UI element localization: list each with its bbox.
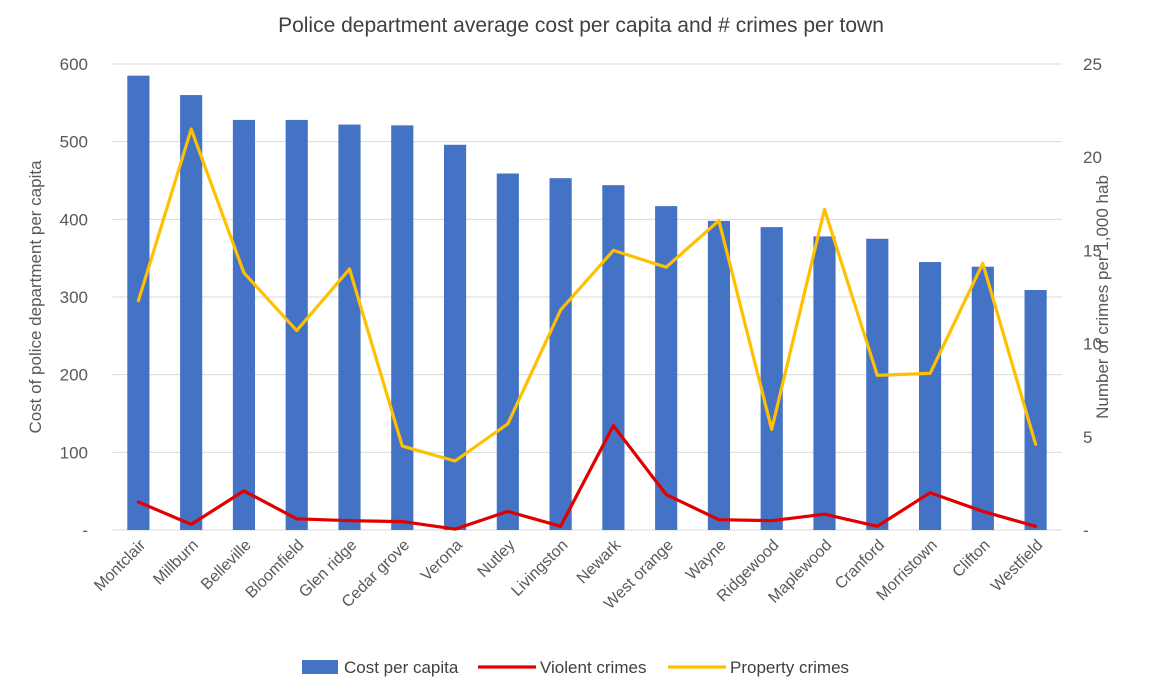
bar xyxy=(1024,290,1047,530)
category-label: Verona xyxy=(418,537,466,585)
category-label: Clifton xyxy=(950,537,994,581)
y2-axis-label: Number of crimes per 1,000 hab xyxy=(1093,175,1112,419)
bar xyxy=(549,178,572,531)
bar xyxy=(285,119,308,531)
legend-swatch-bar xyxy=(302,660,338,674)
legend-label: Violent crimes xyxy=(540,658,646,677)
bar xyxy=(391,125,414,531)
category-label: Westfield xyxy=(988,537,1046,595)
category-label: Wayne xyxy=(683,537,730,584)
y2-tick-label: 20 xyxy=(1083,148,1102,167)
legend: Cost per capita Violent crimes Property cr… xyxy=(302,658,849,677)
chart-title: Police department average cost per capit… xyxy=(278,14,884,37)
y-tick-label: 400 xyxy=(60,210,88,229)
bar-series xyxy=(127,75,1047,531)
gridlines xyxy=(112,63,1062,531)
left-axis-ticks: - 100 200 300 400 500 600 xyxy=(60,55,88,540)
legend-label: Property crimes xyxy=(730,658,849,677)
y2-tick-label: 25 xyxy=(1083,55,1102,74)
line-series xyxy=(136,127,1038,531)
category-label: Livingston xyxy=(508,537,571,600)
category-label: Millburn xyxy=(150,537,202,589)
category-label: Cranford xyxy=(832,537,888,593)
bar xyxy=(232,119,256,531)
y-tick-label: - xyxy=(82,521,88,540)
bar xyxy=(760,227,783,530)
y2-tick-label: 10 xyxy=(1083,335,1102,354)
bar xyxy=(180,95,203,531)
bar xyxy=(443,144,467,531)
bar xyxy=(707,220,731,531)
bar xyxy=(338,124,361,530)
right-axis-ticks: - 5 10 15 20 25 xyxy=(1083,55,1102,540)
bar xyxy=(813,236,836,531)
y-tick-label: 300 xyxy=(60,288,88,307)
bar xyxy=(866,238,889,530)
y-tick-label: 100 xyxy=(60,443,88,462)
y2-tick-label: 15 xyxy=(1083,241,1102,260)
y2-tick-label: 5 xyxy=(1083,428,1092,447)
y-axis-label: Cost of police department per capita xyxy=(26,160,45,434)
category-label: Newark xyxy=(574,536,625,587)
category-labels: Montclair MillburnBellevilleBloomfieldGle… xyxy=(91,536,1046,613)
bar xyxy=(602,185,625,530)
category-label: Montclair xyxy=(91,536,149,594)
y-tick-label: 500 xyxy=(60,133,88,152)
line-property-crimes xyxy=(136,127,1038,463)
bar xyxy=(127,75,150,531)
line-violent-crimes xyxy=(136,424,1038,531)
bar xyxy=(918,262,942,530)
y-tick-label: 600 xyxy=(60,55,88,74)
y-tick-label: 200 xyxy=(60,366,88,385)
bar xyxy=(655,206,678,530)
legend-label: Cost per capita xyxy=(344,658,459,677)
bar xyxy=(971,266,994,530)
category-label: Nutley xyxy=(475,537,519,581)
bar xyxy=(496,173,519,530)
y2-tick-label: - xyxy=(1083,521,1089,540)
